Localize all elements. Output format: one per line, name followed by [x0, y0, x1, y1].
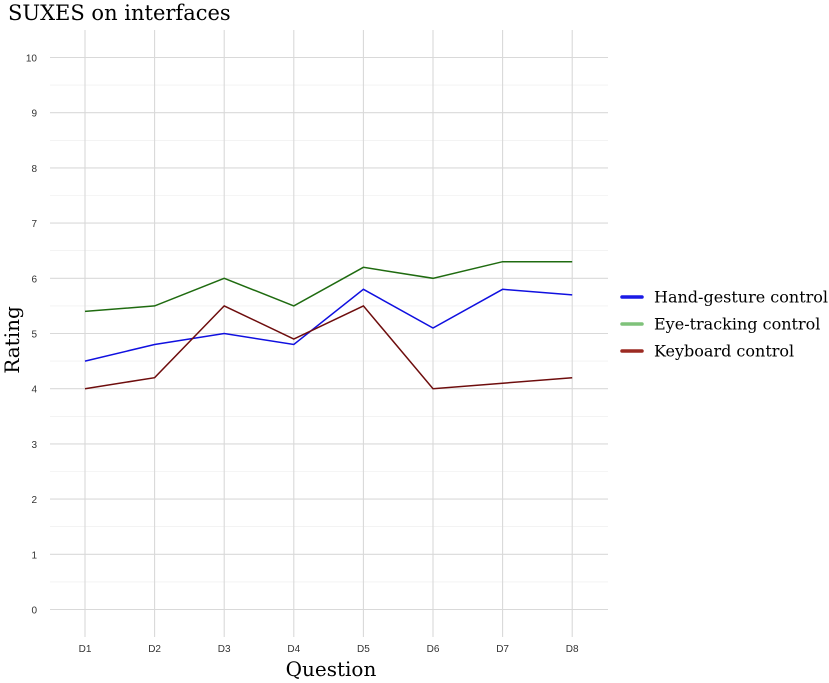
legend-label: Eye-tracking control	[654, 315, 820, 334]
x-tick-label: D3	[218, 644, 231, 655]
x-tick-label: D8	[566, 644, 579, 655]
legend-label: Hand-gesture control	[654, 288, 828, 307]
x-tick-label: D1	[79, 644, 92, 655]
series-lines	[84, 260, 573, 390]
y-tick-label: 0	[31, 606, 37, 617]
series-line-eye-tracking-control	[84, 260, 573, 313]
y-tick-label: 2	[31, 495, 37, 506]
series-line-keyboard-control	[84, 304, 573, 390]
x-tick-label: D6	[427, 644, 440, 655]
y-tick-label: 3	[31, 440, 37, 451]
grid	[50, 30, 608, 637]
y-tick-label: 5	[31, 330, 37, 341]
y-tick-labels: 0 1 2 3 4 5 6 7 8 9 10	[26, 54, 38, 617]
legend: Hand-gesture control Eye-tracking control…	[620, 288, 828, 361]
y-tick-label: 4	[31, 385, 37, 396]
y-axis-label: Rating	[0, 306, 24, 374]
y-tick-label: 9	[31, 109, 37, 120]
x-tick-label: D4	[287, 644, 300, 655]
y-tick-label: 8	[31, 164, 37, 175]
y-tick-label: 10	[26, 54, 38, 65]
y-tick-label: 1	[31, 550, 37, 561]
legend-label: Keyboard control	[654, 342, 794, 361]
y-tick-label: 6	[31, 274, 37, 285]
x-tick-label: D5	[357, 644, 370, 655]
x-tick-label: D2	[148, 644, 161, 655]
series-line-hand-gesture-control	[84, 288, 573, 362]
x-tick-labels: D1 D2 D3 D4 D5 D6 D7 D8	[79, 644, 579, 655]
y-tick-label: 7	[31, 219, 37, 230]
chart-title: SUXES on interfaces	[8, 1, 231, 25]
x-axis-label: Question	[286, 657, 377, 681]
x-tick-label: D7	[496, 644, 509, 655]
